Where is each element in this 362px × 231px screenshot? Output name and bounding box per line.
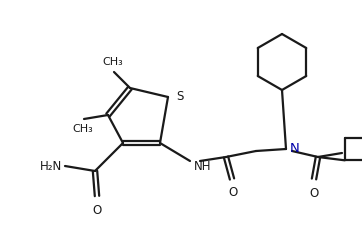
- Text: NH: NH: [194, 159, 211, 173]
- Text: S: S: [176, 89, 184, 103]
- Text: CH₃: CH₃: [102, 57, 123, 67]
- Text: H₂N: H₂N: [40, 159, 62, 173]
- Text: CH₃: CH₃: [73, 124, 93, 134]
- Text: O: O: [310, 187, 319, 200]
- Text: O: O: [228, 186, 237, 199]
- Text: N: N: [290, 143, 300, 155]
- Text: O: O: [92, 204, 102, 217]
